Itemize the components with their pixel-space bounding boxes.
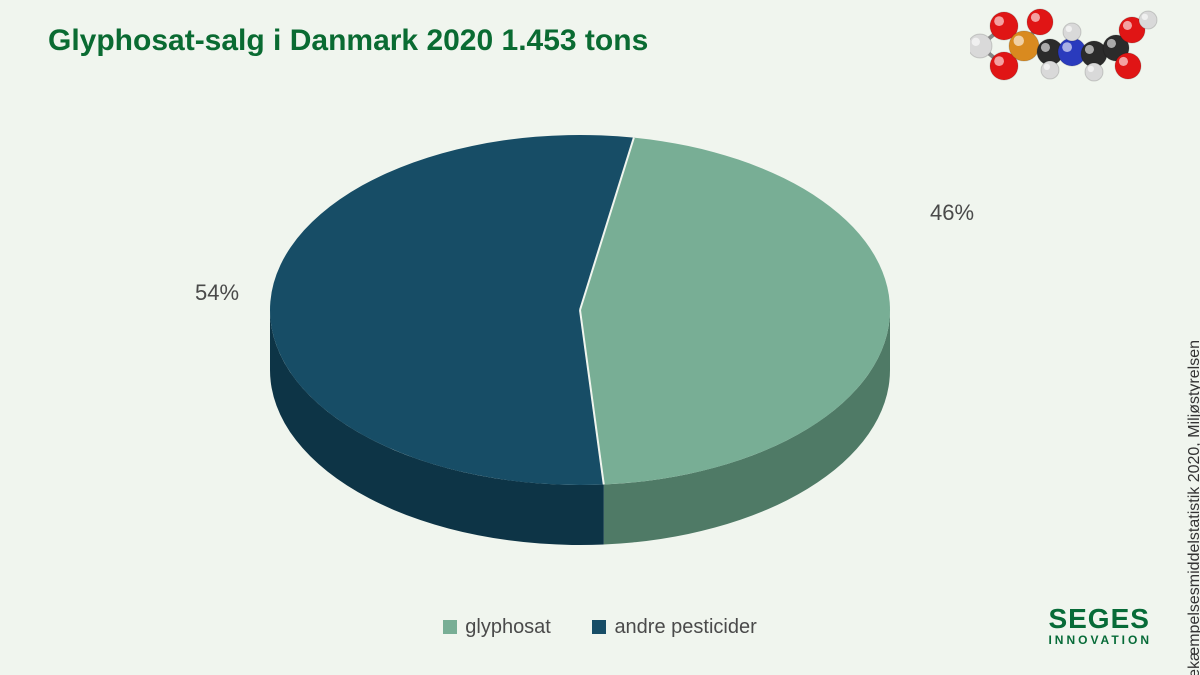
- seges-logo: SEGES INNOVATION: [1048, 605, 1152, 647]
- molecule-diagram: [970, 8, 1160, 91]
- pie-chart: [240, 100, 940, 575]
- legend-text: glyphosat: [465, 616, 551, 638]
- slice-label-andre: 54%: [195, 280, 239, 306]
- legend-text: andre pesticider: [614, 616, 756, 638]
- legend-item: andre pesticider: [592, 616, 756, 639]
- logo-line2: INNOVATION: [1048, 633, 1152, 647]
- slice-label-glyphosat: 46%: [930, 200, 974, 226]
- logo-line1: SEGES: [1048, 605, 1152, 633]
- page-title: Glyphosat-salg i Danmark 2020 1.453 tons: [48, 24, 648, 58]
- chart-legend: glyphosat andre pesticider: [0, 616, 1200, 639]
- legend-swatch: [592, 620, 606, 634]
- legend-swatch: [443, 620, 457, 634]
- legend-item: glyphosat: [443, 616, 551, 639]
